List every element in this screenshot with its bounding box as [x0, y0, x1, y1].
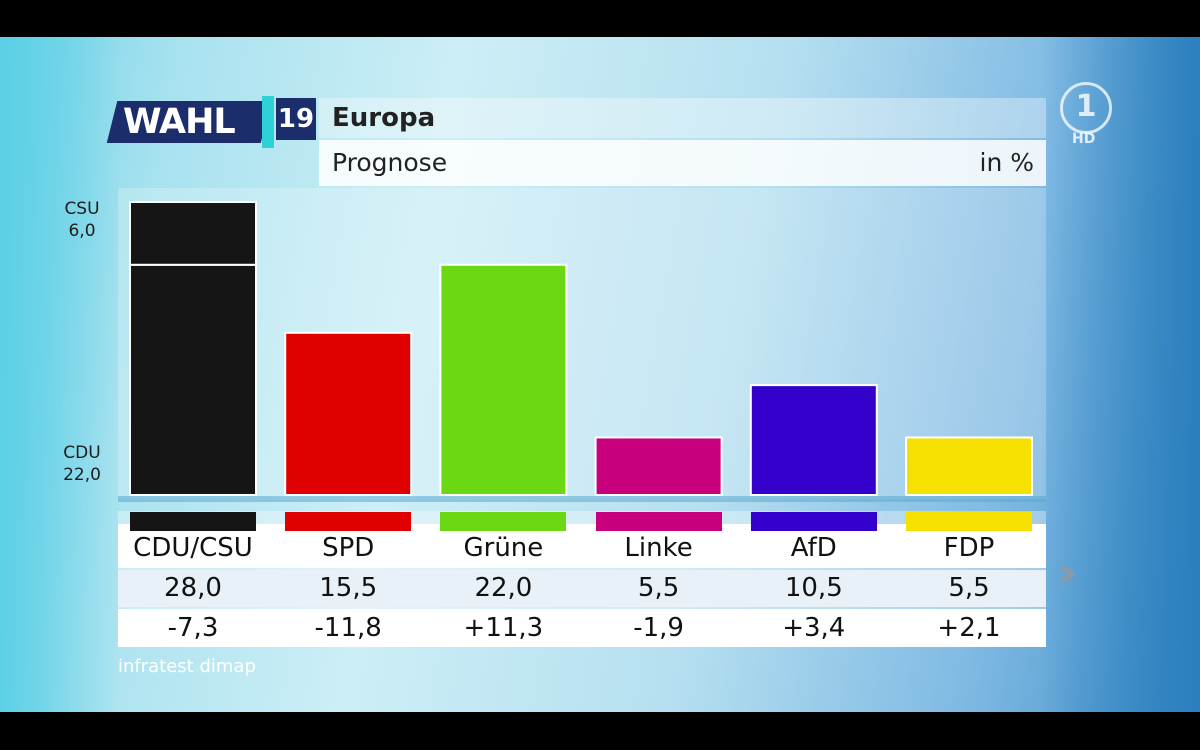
unit-label: in %	[979, 148, 1035, 177]
vote-share-fdp: 5,5	[948, 573, 990, 603]
color-stripe-afd	[750, 512, 877, 531]
vote-share-gr-ne: 22,0	[474, 573, 533, 603]
change-gr-ne: +11,3	[463, 613, 544, 643]
change-row	[118, 609, 1046, 647]
csu-name: CSU	[64, 199, 100, 219]
change-cdu-csu: -7,3	[167, 613, 219, 643]
cdu-value: 22,0	[63, 465, 101, 485]
ard-logo-ring	[1060, 82, 1112, 134]
bar-csu	[129, 201, 257, 266]
source-label: infratest dimap	[118, 656, 256, 677]
party-name-spd: SPD	[322, 533, 375, 563]
bar-linke	[594, 436, 723, 497]
bar-gr-ne	[439, 263, 568, 496]
vote-share-linke: 5,5	[637, 573, 680, 603]
party-name-fdp: FDP	[943, 533, 995, 563]
change-linke: -1,9	[633, 613, 684, 643]
bar-cdu	[129, 263, 257, 496]
vote-share-spd: 15,5	[319, 573, 378, 603]
title-panel	[319, 98, 1046, 138]
logo-year: 19	[276, 98, 316, 140]
vote-share-afd: 10,5	[784, 573, 843, 603]
csu-value: 6,0	[68, 221, 96, 241]
hd-badge: HD	[1072, 131, 1096, 147]
subtitle-panel	[319, 140, 1046, 186]
color-stripe-spd	[285, 512, 412, 531]
party-name-cdu-csu: CDU/CSU	[133, 533, 253, 563]
page-title: Europa	[332, 103, 436, 133]
bar-spd	[284, 331, 413, 496]
ard-logo-icon: 1	[1075, 89, 1097, 124]
chart-subtitle: Prognose	[332, 148, 448, 177]
vote-share-cdu-csu: 28,0	[164, 573, 222, 603]
cdu-name: CDU	[63, 443, 101, 463]
wahl-logo-text: WAHL	[123, 102, 236, 142]
chart-baseline	[118, 496, 1046, 502]
vote-share-row	[118, 570, 1046, 607]
color-stripe-fdp	[906, 512, 1032, 531]
change-fdp: +2,1	[937, 613, 1001, 643]
csu-label: CSU 6,0	[58, 198, 106, 242]
change-afd: +3,4	[782, 613, 846, 643]
color-stripe-cdu-csu	[130, 512, 256, 531]
cdu-label: CDU 22,0	[58, 442, 106, 486]
bar-fdp	[905, 436, 1033, 497]
double-chevron-right-icon[interactable]: ››	[1058, 550, 1077, 596]
change-spd: -11,8	[314, 613, 382, 643]
party-names-row	[118, 524, 1046, 568]
color-stripe-gr-ne	[440, 512, 567, 531]
party-name-afd: AfD	[790, 533, 837, 563]
party-name-linke: Linke	[624, 533, 693, 563]
logo-accent-bar	[262, 96, 274, 148]
color-stripe-linke	[595, 512, 722, 531]
chart-area	[118, 188, 1046, 499]
party-name-gr-ne: Grüne	[463, 533, 544, 563]
bar-afd	[749, 384, 878, 496]
